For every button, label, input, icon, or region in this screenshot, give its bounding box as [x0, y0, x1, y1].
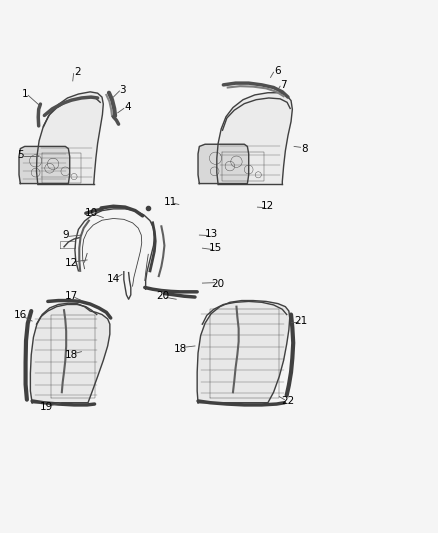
Text: 18: 18: [174, 344, 187, 353]
Polygon shape: [197, 301, 290, 403]
Text: 14: 14: [107, 274, 120, 284]
Text: 2: 2: [74, 67, 81, 77]
Polygon shape: [198, 144, 249, 183]
Text: 4: 4: [124, 102, 131, 112]
Text: 3: 3: [120, 85, 126, 95]
Text: 9: 9: [62, 230, 69, 240]
Text: 12: 12: [261, 201, 274, 211]
Text: 15: 15: [209, 243, 222, 253]
Text: 10: 10: [85, 208, 98, 218]
Text: 20: 20: [156, 291, 170, 301]
Text: 16: 16: [14, 310, 27, 320]
Text: 20: 20: [212, 279, 225, 289]
Polygon shape: [30, 303, 110, 403]
Text: 13: 13: [205, 229, 218, 239]
Text: 21: 21: [294, 316, 308, 326]
Text: 8: 8: [301, 143, 307, 154]
Text: 1: 1: [21, 89, 28, 99]
Polygon shape: [19, 147, 70, 183]
Text: 22: 22: [281, 396, 295, 406]
Text: 7: 7: [280, 80, 287, 90]
Text: 18: 18: [65, 350, 78, 360]
Text: 6: 6: [274, 66, 280, 76]
Text: 12: 12: [65, 258, 78, 268]
Polygon shape: [36, 92, 103, 184]
Polygon shape: [217, 93, 292, 184]
Text: 5: 5: [17, 150, 24, 160]
Text: 19: 19: [40, 402, 53, 412]
Text: 17: 17: [65, 291, 78, 301]
Text: 11: 11: [163, 197, 177, 207]
